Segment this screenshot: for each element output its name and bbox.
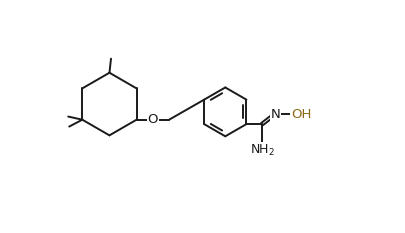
Text: NH$_2$: NH$_2$: [249, 143, 274, 158]
Text: O: O: [147, 113, 158, 126]
Text: N: N: [270, 108, 279, 120]
Text: OH: OH: [290, 108, 311, 120]
